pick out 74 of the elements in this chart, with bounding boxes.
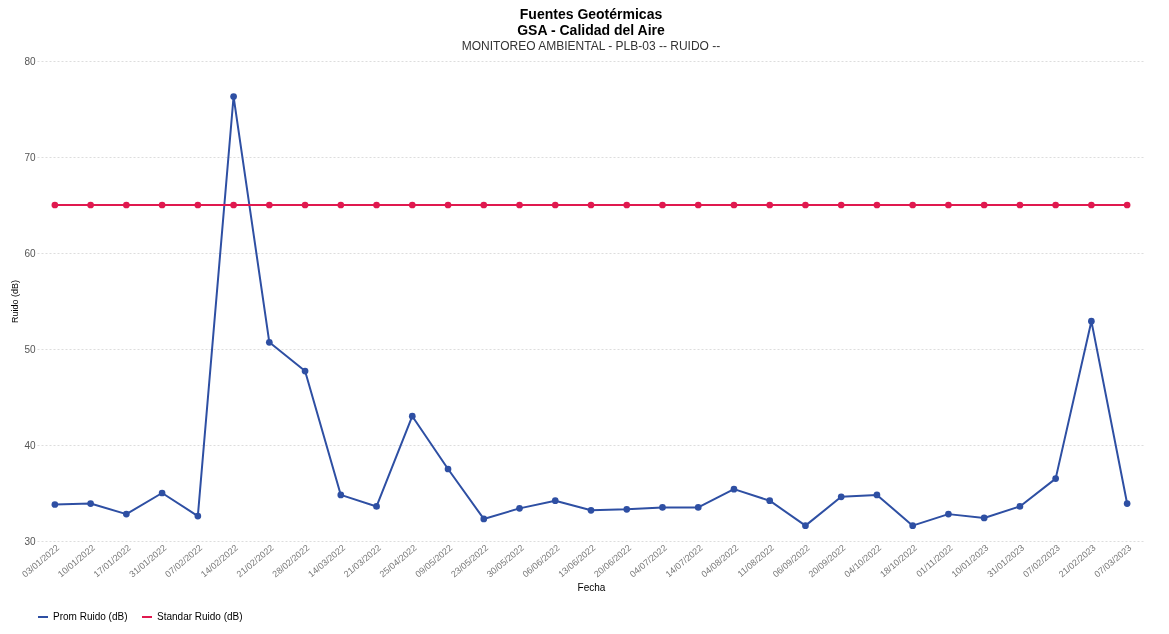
point — [265, 201, 273, 209]
point — [623, 201, 631, 209]
point — [1016, 503, 1024, 510]
point — [158, 201, 166, 209]
point — [1088, 201, 1095, 209]
point — [766, 497, 774, 505]
point — [837, 201, 845, 209]
legend-label: Standar Ruido (dB) — [157, 611, 243, 622]
point — [123, 201, 130, 209]
y-axis-title: Ruido (dB) — [10, 279, 21, 324]
point — [87, 201, 94, 209]
point — [873, 491, 881, 499]
point — [623, 505, 631, 513]
point — [230, 93, 237, 100]
point — [516, 505, 523, 512]
y-tick-label: 50 — [24, 343, 36, 355]
point — [945, 201, 952, 209]
point — [480, 201, 488, 209]
point — [802, 522, 809, 529]
point — [1123, 201, 1131, 209]
point — [337, 201, 345, 209]
point — [265, 338, 273, 346]
point — [301, 201, 309, 209]
point — [694, 504, 702, 511]
x-axis-title: Fecha — [577, 582, 606, 594]
y-tick-label: 40 — [24, 439, 36, 451]
point — [51, 201, 59, 209]
point — [730, 201, 738, 209]
point — [909, 201, 917, 209]
point — [587, 506, 595, 514]
point — [1052, 201, 1059, 209]
point — [945, 510, 952, 518]
point — [123, 510, 130, 518]
point — [87, 500, 94, 507]
point — [51, 501, 59, 508]
point — [980, 514, 988, 522]
point — [301, 367, 309, 375]
point — [802, 201, 809, 209]
point — [1052, 475, 1059, 482]
legend-label: Prom Ruido (dB) — [53, 611, 128, 622]
point — [551, 497, 559, 505]
y-tick-label: 60 — [24, 247, 36, 259]
point — [587, 201, 595, 209]
point — [230, 201, 237, 209]
point — [158, 489, 166, 497]
point — [551, 201, 559, 209]
point — [444, 465, 452, 473]
point — [337, 491, 345, 499]
point — [1016, 201, 1024, 209]
point — [373, 503, 380, 510]
point — [980, 201, 988, 209]
point — [408, 412, 416, 420]
point — [194, 512, 202, 520]
point — [1088, 317, 1095, 325]
point — [837, 493, 845, 501]
point — [1123, 500, 1131, 507]
point — [730, 485, 738, 493]
point — [480, 515, 488, 523]
chart-title: Fuentes Geotérmicas GSA - Calidad del Aire — [517, 6, 665, 38]
point — [659, 201, 666, 209]
chart-subtitle: MONITOREO AMBIENTAL - PLB-03 -- RUIDO -- — [461, 39, 721, 53]
point — [659, 504, 666, 511]
y-tick-label: 80 — [24, 55, 36, 67]
point — [909, 522, 917, 529]
point — [694, 201, 702, 209]
y-tick-label: 30 — [24, 535, 36, 547]
point — [766, 201, 774, 209]
point — [873, 201, 881, 209]
y-tick-label: 70 — [24, 151, 36, 163]
point — [444, 201, 452, 209]
point — [373, 201, 380, 209]
point — [516, 201, 523, 209]
point — [408, 201, 416, 209]
point — [194, 201, 202, 209]
